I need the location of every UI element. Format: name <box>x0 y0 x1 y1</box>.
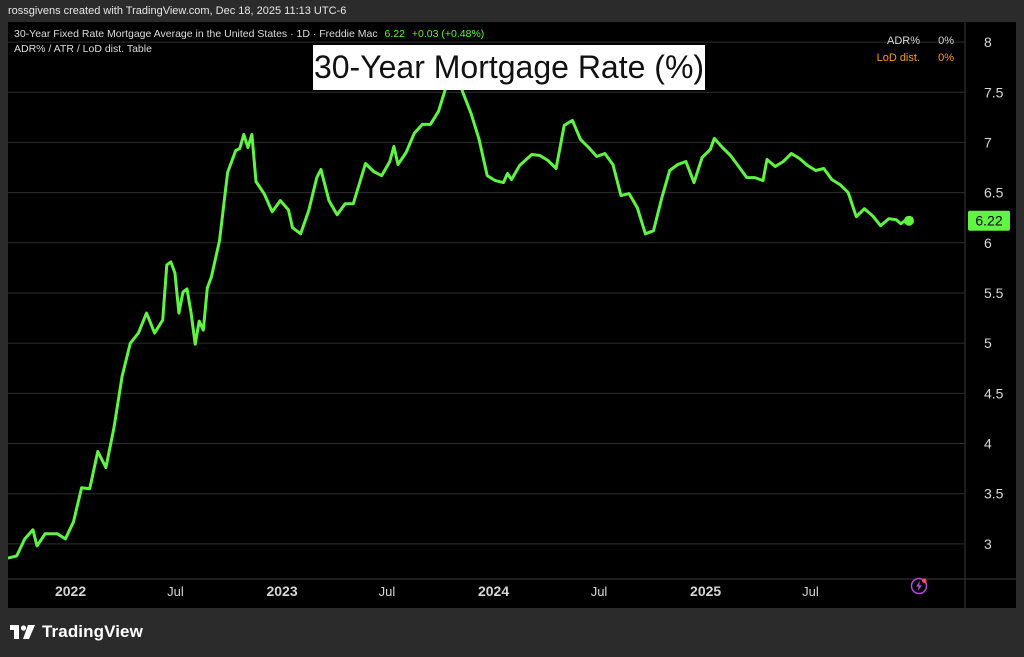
adr-label: ADR% <box>886 35 920 47</box>
last-value-badge: 6.22 <box>968 210 1010 231</box>
lod-dist-label: LoD dist. <box>876 52 920 64</box>
table-row-adr: ADR% 0% <box>877 33 954 50</box>
tradingview-brand[interactable]: TradingView <box>10 622 143 642</box>
x-tick-label: 2025 <box>690 583 721 599</box>
x-tick-label: Jul <box>167 584 184 599</box>
y-tick-label: 6 <box>984 235 992 251</box>
mortgage-rate-line <box>8 61 911 560</box>
y-tick-label: 8 <box>984 34 992 50</box>
y-tick-label: 3.5 <box>984 486 1004 502</box>
change-value: +0.03 (+0.48%) <box>411 28 485 40</box>
tradingview-logo-icon <box>10 625 35 639</box>
chart-attribution: rossgivens created with TradingView.com,… <box>8 5 347 17</box>
x-tick-label: 2022 <box>55 583 86 599</box>
chart-plot[interactable]: 3 3.5 4 4.5 5 5.5 6 6.5 7 7.5 8 2022 Jul 2023 Jul 2024… <box>8 22 1016 608</box>
y-tick-label: 5 <box>984 335 992 351</box>
adr-value: 0% <box>938 35 954 47</box>
last-value-text: 6.22 <box>975 213 1002 229</box>
x-tick-label: Jul <box>591 584 608 599</box>
y-tick-label: 7 <box>984 134 992 150</box>
table-row-lod-dist: LoD dist. 0% <box>877 50 954 67</box>
x-tick-label: 2024 <box>478 583 509 599</box>
last-value: 6.22 <box>384 28 405 40</box>
x-tick-label: 2023 <box>266 583 297 599</box>
chart-title: 30-Year Mortgage Rate (%) <box>313 45 705 90</box>
y-tick-label: 6.5 <box>984 185 1004 201</box>
y-tick-label: 7.5 <box>984 84 1004 100</box>
indicator-legend[interactable]: ADR% / ATR / LoD dist. Table <box>14 43 152 55</box>
brand-name: TradingView <box>42 622 143 641</box>
y-tick-label: 3 <box>984 536 992 552</box>
symbol-legend[interactable]: 30-Year Fixed Rate Mortgage Average in t… <box>14 28 484 40</box>
y-tick-label: 4 <box>984 436 992 452</box>
last-point-marker <box>904 215 914 226</box>
y-tick-label: 4.5 <box>984 385 1004 401</box>
x-tick-label: Jul <box>379 584 396 599</box>
symbol-name: 30-Year Fixed Rate Mortgage Average in t… <box>14 28 378 40</box>
chart-panel[interactable]: 3 3.5 4 4.5 5 5.5 6 6.5 7 7.5 8 2022 Jul 2023 Jul 2024… <box>8 22 1016 608</box>
x-tick-label: Jul <box>802 584 819 599</box>
lightning-icon[interactable] <box>910 577 928 595</box>
indicator-table: ADR% 0% LoD dist. 0% <box>877 33 954 67</box>
y-tick-label: 5.5 <box>984 285 1004 301</box>
lod-dist-value: 0% <box>938 52 954 64</box>
